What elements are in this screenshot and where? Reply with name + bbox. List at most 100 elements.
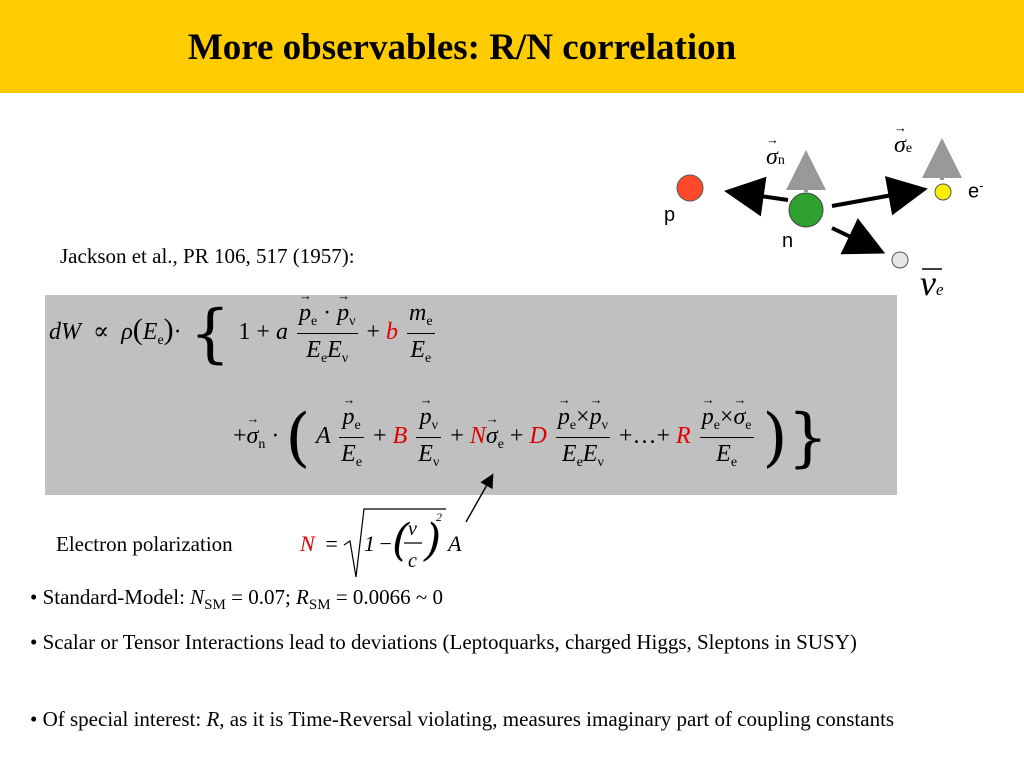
proton-particle (676, 174, 704, 202)
plus-sign: + (256, 319, 270, 346)
antineutrino-momentum-arrow (831, 218, 886, 255)
sqrt-sign (343, 508, 446, 578)
energy-symbol: E (142, 319, 158, 346)
slide-title: More observables: R/N correlation (187, 27, 737, 68)
pol-equals: = (324, 531, 339, 556)
equation-box: dW ∝ ρ(Ee)· { 1 + a pe · pν EeEν + b me … (45, 289, 897, 495)
den-E-nu: E (327, 337, 342, 363)
R-sigma-vector: σ (733, 393, 745, 429)
bullet-1-R: R (296, 585, 309, 609)
bullet-3-tail: , as it is Time-Reversal violating, meas… (219, 707, 895, 731)
pol-v: v (408, 518, 417, 540)
plus-sign-6: + (509, 423, 524, 450)
reference-citation: Jackson et al., PR 106, 517 (1957): (60, 244, 355, 268)
p-e-vector: p (299, 289, 311, 325)
pol-lparen: ( (392, 515, 410, 566)
den-E: E (410, 337, 426, 363)
decay-diagram: σn σe p n e- νe (660, 120, 1024, 320)
A-p-vector: p (343, 393, 355, 429)
A-E: E (341, 441, 356, 467)
pointer-arrow (465, 473, 494, 523)
plus-sign-4: + (373, 423, 387, 450)
energy-subscript: e (157, 333, 164, 349)
coefficient-B: B (392, 423, 408, 450)
pol-N: N (299, 531, 316, 556)
proton-label: p (664, 204, 676, 226)
equation-line-2: +σn · ( A pe Ee + B pν Eν + Nσe + D pe×p… (233, 393, 828, 470)
R-times: × (719, 404, 734, 430)
coefficient-a: a (275, 319, 288, 346)
sigma-e-label: σe (894, 120, 913, 159)
D-pe-sub: e (569, 418, 577, 433)
D-Ee-sub: e (576, 455, 583, 470)
title-band: More observables: R/N correlation (0, 0, 1024, 93)
R-pe-vector: p (702, 393, 714, 429)
fraction-R: pe×σe Ee (699, 393, 754, 470)
plus-sign-8: + (656, 423, 671, 450)
proton-momentum-arrow (724, 176, 789, 217)
R-E-sub: e (730, 455, 738, 470)
antineutrino-particle (891, 251, 909, 269)
den-E-e: E (306, 337, 321, 363)
neutron-particle (788, 192, 824, 228)
sigma-n-sub: n (258, 437, 266, 453)
fraction-a: pe · pν EeEν (296, 289, 358, 366)
sigma-n-symbol: σ (766, 132, 778, 171)
B-p-vector: p (420, 393, 432, 429)
sigma-e-vector: σ (486, 412, 498, 448)
equation-line-1: dW ∝ ρ(Ee)· { 1 + a pe · pν EeEν + b me … (49, 289, 438, 366)
decay-diagram-svg (676, 138, 962, 270)
p-e-subscript: e (310, 314, 318, 329)
A-p-sub: e (354, 418, 361, 433)
fraction-B: pν Eν (416, 393, 442, 470)
fraction-A: pe Ee (339, 393, 365, 470)
plus-sign-5: + (450, 423, 464, 450)
bullet-scalar-tensor: • Scalar or Tensor Interactions lead to … (30, 630, 857, 654)
antineutrino-label: νe (920, 262, 944, 304)
plus-sign-3: + (233, 423, 247, 450)
rho-symbol: ρ (121, 319, 133, 346)
electron-polarization-label: Electron polarization (56, 532, 233, 556)
sigma-n-subscript: n (777, 153, 785, 168)
B-E: E (418, 441, 433, 467)
bullet-standard-model: • Standard-Model: NSM = 0.07; RSM = 0.00… (30, 582, 1000, 620)
neutron-label: n (782, 230, 794, 252)
bullet-1-N: N (190, 585, 205, 609)
mass-subscript: e (426, 314, 433, 329)
electron-momentum-arrow (831, 176, 928, 216)
bullet-3-R: R (206, 707, 220, 731)
plus-sign-2: + (366, 319, 381, 346)
A-E-sub: e (355, 455, 363, 470)
coefficient-R: R (676, 423, 691, 450)
coefficient-A: A (315, 423, 331, 450)
ellipsis: … (632, 423, 657, 450)
pol-one: 1 (364, 531, 375, 556)
D-times: × (576, 404, 590, 430)
bullet-1-prefix: • Standard-Model: (30, 585, 191, 609)
sigma-e-sub: e (497, 437, 504, 453)
R-pe-sub: e (713, 418, 720, 433)
den-nu-sub: ν (341, 351, 349, 366)
bullet-1-mid: = 0.07; (225, 585, 297, 609)
D-pnu-vector: p (590, 393, 602, 429)
bullet-1-R-sub: SM (308, 597, 331, 614)
antineutrino-symbol: ν (920, 263, 936, 303)
fraction-b: me Ee (407, 301, 435, 366)
den-e-sub: e (320, 351, 328, 366)
sigma-e-symbol: σ (894, 120, 906, 159)
antineutrino-subscript: e (935, 280, 944, 299)
D-pe-vector: p (558, 393, 570, 429)
D-Ee: E (561, 441, 577, 467)
bullet-special-interest: • Of special interest: R, as it is Time-… (30, 704, 1000, 734)
electron-label: e- (968, 178, 983, 204)
coefficient-N: N (469, 423, 486, 450)
coefficient-b: b (386, 319, 399, 346)
pol-A: A (446, 531, 462, 556)
plus-sign-7: + (618, 423, 633, 450)
electron-particle (934, 183, 952, 201)
sigma-e-subscript: e (905, 141, 913, 156)
D-Enu: E (582, 441, 598, 467)
bullet-3-prefix: • Of special interest: (30, 707, 207, 731)
coefficient-D: D (529, 423, 547, 450)
